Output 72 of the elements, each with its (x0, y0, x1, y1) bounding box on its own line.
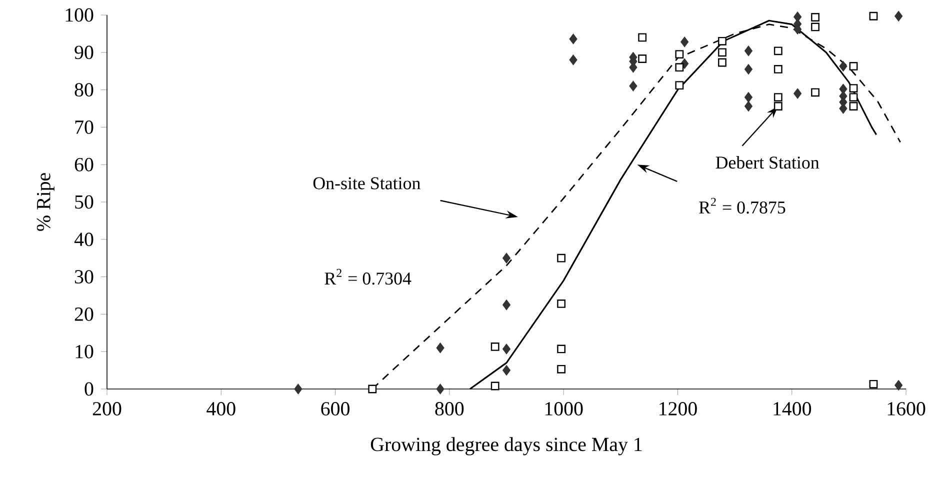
point (849, 62, 858, 70)
point (794, 88, 802, 99)
point (774, 102, 782, 110)
annotation: On-site Station (313, 177, 420, 190)
y-tick-label: 50 (75, 195, 94, 209)
point (774, 93, 782, 102)
point (718, 36, 726, 46)
point (502, 300, 510, 310)
y-tick-label: 20 (74, 307, 94, 321)
point (849, 102, 858, 110)
annotation: R$^{2}$ = 0.7875 (699, 198, 786, 214)
x-tick-label: 1600 (888, 402, 926, 416)
point (774, 46, 782, 56)
point (744, 101, 752, 112)
point (557, 254, 566, 262)
point (869, 12, 878, 20)
point (557, 344, 566, 354)
point (894, 380, 903, 390)
point (744, 92, 752, 102)
x-tick-label: 200 (92, 402, 122, 416)
y-tick-label: 30 (75, 270, 94, 284)
point (675, 81, 684, 90)
annotation: Debert Station (716, 156, 820, 169)
x-tick-label: 800 (435, 402, 464, 416)
point (894, 10, 903, 22)
y-tick-label: 100 (66, 8, 94, 22)
y-tick-label: 80 (74, 83, 94, 97)
point (811, 13, 820, 22)
x-tick-label: 600 (321, 402, 350, 416)
point (744, 46, 752, 56)
y-tick-label: 60 (74, 158, 94, 172)
x-tick-label: 1200 (660, 402, 697, 416)
point (436, 342, 444, 354)
point (675, 50, 684, 58)
point (718, 48, 726, 57)
point (629, 80, 638, 92)
point (436, 384, 444, 394)
point (638, 33, 647, 42)
x-tick-label: 1000 (545, 402, 583, 416)
point (638, 54, 647, 63)
point (294, 384, 302, 394)
point (569, 54, 578, 66)
point (490, 382, 500, 390)
point (557, 300, 566, 308)
point (675, 63, 684, 72)
point (569, 34, 578, 44)
point (680, 36, 689, 48)
x-axis-title: Growing degree days since May 1 (370, 437, 642, 456)
x-tick-label: 400 (206, 402, 236, 416)
point (557, 364, 566, 374)
point (718, 58, 726, 67)
y-tick-label: 90 (74, 46, 94, 60)
y-tick-label: 0 (84, 382, 94, 396)
y-tick-label: 40 (74, 232, 94, 246)
point (502, 344, 510, 354)
point (811, 88, 820, 97)
point (869, 380, 878, 388)
point (849, 84, 858, 93)
y-tick-label: 70 (75, 120, 94, 134)
point (849, 93, 858, 102)
point (368, 384, 377, 394)
point (744, 64, 752, 74)
point (774, 65, 782, 74)
x-tick-label: 1400 (774, 402, 812, 416)
point (502, 252, 510, 264)
point (490, 342, 500, 351)
point (839, 61, 848, 72)
y-tick-label: 10 (76, 344, 94, 358)
y-axis-title: % Ripe (36, 173, 54, 231)
annotation: R$^{2}$ = 0.7304 (324, 268, 412, 285)
point (811, 22, 820, 32)
point (502, 365, 510, 376)
